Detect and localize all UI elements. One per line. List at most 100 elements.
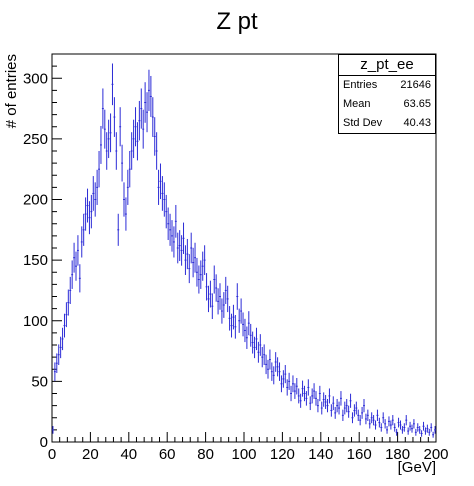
data-point xyxy=(363,398,365,413)
data-point xyxy=(176,232,179,264)
data-point xyxy=(199,260,202,289)
data-point xyxy=(311,388,314,404)
data-point xyxy=(55,353,58,373)
data-point xyxy=(57,344,60,365)
data-point xyxy=(343,401,346,415)
data-point xyxy=(409,421,412,431)
data-point xyxy=(109,113,112,153)
data-point xyxy=(330,404,333,417)
data-point xyxy=(159,163,162,200)
x-tick-label: 140 xyxy=(308,446,333,463)
data-point xyxy=(190,232,193,264)
data-point xyxy=(244,318,246,343)
data-point xyxy=(242,312,244,337)
y-axis-label: # of entries xyxy=(3,54,20,128)
data-point xyxy=(370,412,373,424)
chart-title: Z pt xyxy=(216,8,258,35)
data-point xyxy=(161,176,164,211)
data-point xyxy=(334,406,337,419)
data-point xyxy=(378,417,381,428)
data-point xyxy=(172,226,175,258)
data-point xyxy=(115,132,118,170)
data-point xyxy=(355,401,358,415)
x-tick-label: 200 xyxy=(423,446,448,463)
data-point xyxy=(213,265,216,294)
data-point xyxy=(236,283,239,310)
data-point xyxy=(286,379,289,396)
data-point xyxy=(299,393,302,408)
data-point xyxy=(84,197,87,231)
data-point xyxy=(157,169,160,205)
data-point xyxy=(113,97,116,137)
data-point xyxy=(165,194,168,229)
data-point xyxy=(167,207,170,241)
data-point xyxy=(395,428,398,436)
data-point xyxy=(382,412,385,424)
data-point xyxy=(174,204,177,238)
data-point xyxy=(134,107,137,147)
data-point xyxy=(71,260,74,289)
data-point xyxy=(284,365,287,384)
stats-title: z_pt_ee xyxy=(339,55,435,76)
data-point xyxy=(230,313,233,338)
data-point xyxy=(328,388,331,404)
data-point xyxy=(222,292,225,318)
data-point xyxy=(184,245,187,275)
data-point xyxy=(347,405,350,418)
data-point xyxy=(119,107,122,147)
x-tick-label: 180 xyxy=(385,446,410,463)
data-point xyxy=(270,362,273,381)
data-point xyxy=(249,323,252,347)
data-point xyxy=(322,392,325,407)
data-point xyxy=(211,293,214,320)
data-point xyxy=(426,424,429,433)
stats-label: Entries xyxy=(343,79,378,91)
data-point xyxy=(192,247,195,278)
y-tick-label: 200 xyxy=(23,192,48,209)
data-point xyxy=(53,362,56,381)
data-point xyxy=(117,213,120,246)
data-point xyxy=(340,391,342,406)
data-point xyxy=(384,419,387,429)
data-point xyxy=(261,346,264,368)
data-point xyxy=(217,288,220,315)
data-point xyxy=(226,285,229,313)
data-point xyxy=(280,375,283,393)
data-point xyxy=(301,380,304,397)
data-point xyxy=(276,357,279,377)
x-tick-label: 40 xyxy=(120,446,137,463)
data-point xyxy=(412,419,415,429)
data-point xyxy=(96,169,99,205)
data-point xyxy=(405,415,408,426)
x-tick-label: 60 xyxy=(159,446,176,463)
data-point xyxy=(163,182,166,217)
data-point xyxy=(267,359,269,379)
data-point xyxy=(399,420,402,430)
data-point xyxy=(82,213,85,246)
data-point xyxy=(313,383,316,399)
data-point xyxy=(359,415,362,426)
data-points xyxy=(52,63,436,438)
data-point xyxy=(219,283,221,310)
data-point xyxy=(278,362,281,381)
data-point xyxy=(357,409,360,422)
data-point xyxy=(416,423,419,432)
data-point xyxy=(142,109,145,149)
data-point xyxy=(103,109,106,149)
data-point xyxy=(432,431,435,438)
data-point xyxy=(332,396,335,411)
data-point xyxy=(366,409,369,422)
data-point xyxy=(401,426,404,434)
data-point xyxy=(171,220,173,252)
data-point xyxy=(320,401,323,415)
data-point xyxy=(292,375,294,393)
data-point xyxy=(169,213,172,246)
stats-value: 40.43 xyxy=(403,117,431,129)
data-point xyxy=(324,395,327,409)
data-point xyxy=(259,334,262,356)
data-point xyxy=(188,254,191,284)
data-point xyxy=(349,393,352,408)
x-tick-label: 0 xyxy=(48,446,56,463)
data-point xyxy=(393,423,396,432)
